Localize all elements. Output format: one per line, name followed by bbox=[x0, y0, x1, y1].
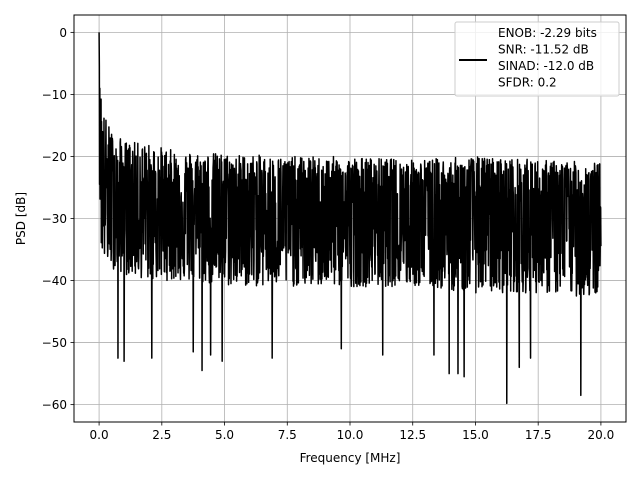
x-tick-label: 2.5 bbox=[152, 428, 171, 442]
x-tick-label: 10.0 bbox=[337, 428, 364, 442]
y-tick-label: −60 bbox=[42, 398, 67, 412]
x-tick-label: 0.0 bbox=[90, 428, 109, 442]
legend-entry: ENOB: -2.29 bits SNR: -11.52 dB SINAD: -12… bbox=[498, 26, 597, 90]
plot-data bbox=[98, 32, 602, 405]
x-tick-label: 5.0 bbox=[215, 428, 234, 442]
y-tick-label: −10 bbox=[42, 88, 67, 102]
x-tick-label: 17.5 bbox=[525, 428, 552, 442]
legend-text-line: SFDR: 0.2 bbox=[498, 76, 557, 90]
legend-text-line: SNR: -11.52 dB bbox=[498, 43, 589, 57]
legend-text-line: SINAD: -12.0 dB bbox=[498, 59, 594, 73]
legend-text-line: ENOB: -2.29 bits bbox=[498, 26, 597, 40]
legend-box bbox=[454, 21, 620, 97]
y-tick-label: 0 bbox=[59, 26, 67, 40]
x-axis-ticks: 0.0 2.5 5.0 7.5 10.0 12.5 15.0 17.5 20.0 bbox=[90, 422, 615, 442]
y-axis-label: PSD [dB] bbox=[14, 192, 28, 245]
x-tick-label: 20.0 bbox=[588, 428, 615, 442]
x-tick-label: 7.5 bbox=[278, 428, 297, 442]
y-tick-label: −40 bbox=[42, 274, 67, 288]
x-tick-label: 15.0 bbox=[462, 428, 489, 442]
y-tick-label: −20 bbox=[42, 150, 67, 164]
x-axis-label: Frequency [MHz] bbox=[300, 451, 401, 465]
y-tick-label: −50 bbox=[42, 336, 67, 350]
y-tick-label: −30 bbox=[42, 212, 67, 226]
y-axis-ticks: 0 −10 −20 −30 −40 −50 −60 bbox=[42, 26, 74, 412]
x-tick-label: 12.5 bbox=[399, 428, 426, 442]
legend: ENOB: -2.29 bits SNR: -11.52 dB SINAD: -12… bbox=[454, 21, 620, 97]
psd-series-line bbox=[98, 32, 602, 405]
